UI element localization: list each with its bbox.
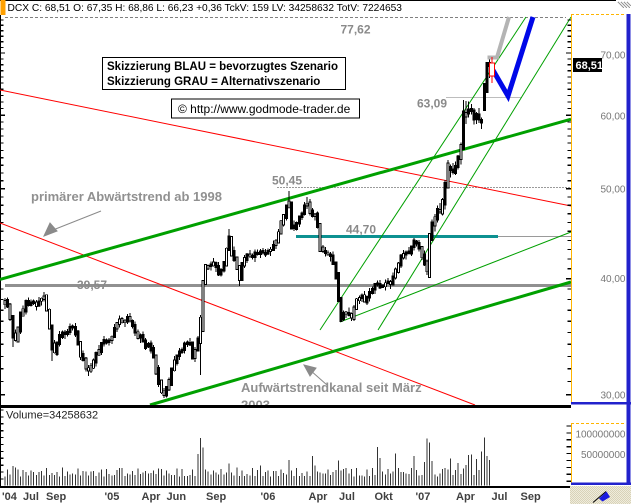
svg-text:68,51: 68,51	[576, 60, 604, 72]
svg-text:Skizzierung GRAU = Alternativs: Skizzierung GRAU = Alternativszenario	[107, 76, 320, 88]
svg-text:'06: '06	[261, 491, 276, 503]
svg-text:30,00: 30,00	[600, 391, 625, 402]
svg-text:DCX C: 68,51 O: 67,35 H: 68,86: DCX C: 68,51 O: 67,35 H: 68,86 L: 66,23 …	[8, 3, 403, 14]
svg-text:Apr: Apr	[456, 491, 476, 503]
svg-text:Jul: Jul	[339, 491, 355, 503]
svg-text:50000000: 50000000	[581, 450, 626, 461]
svg-text:Aufwärtstrendkanal seit März: Aufwärtstrendkanal seit März	[241, 380, 422, 395]
svg-text:Apr: Apr	[309, 491, 329, 503]
svg-text:Jun: Jun	[167, 491, 187, 503]
svg-text:primärer Abwärtstrend ab 1998: primärer Abwärtstrend ab 1998	[31, 189, 222, 204]
svg-text:70,00: 70,00	[600, 51, 625, 62]
svg-text:44,70: 44,70	[346, 223, 376, 237]
svg-text:Sep: Sep	[46, 491, 66, 503]
svg-text:40,00: 40,00	[600, 274, 625, 285]
svg-text:100000000: 100000000	[575, 430, 625, 441]
svg-text:Okt: Okt	[375, 491, 394, 503]
svg-text:Apr: Apr	[142, 491, 162, 503]
svg-text:'07: '07	[416, 491, 431, 503]
svg-text:50,45: 50,45	[272, 174, 302, 188]
svg-text:Jul: Jul	[492, 491, 508, 503]
svg-text:Sep: Sep	[206, 491, 226, 503]
svg-text:50,00: 50,00	[600, 185, 625, 196]
svg-text:77,62: 77,62	[341, 23, 371, 37]
svg-text:'04: '04	[2, 491, 18, 503]
svg-text:Sep: Sep	[521, 491, 541, 503]
svg-text:39,57: 39,57	[77, 278, 107, 292]
svg-text:Volume=34258632: Volume=34258632	[6, 410, 98, 422]
svg-text:63,09: 63,09	[417, 97, 447, 111]
svg-text:'05: '05	[105, 491, 120, 503]
svg-text:Skizzierung BLAU = bevorzugtes: Skizzierung BLAU = bevorzugtes Szenario	[107, 61, 338, 73]
svg-text:Jul: Jul	[23, 491, 39, 503]
svg-text:60,00: 60,00	[600, 112, 625, 123]
svg-text:© http://www.godmode-trader.de: © http://www.godmode-trader.de	[178, 102, 351, 116]
